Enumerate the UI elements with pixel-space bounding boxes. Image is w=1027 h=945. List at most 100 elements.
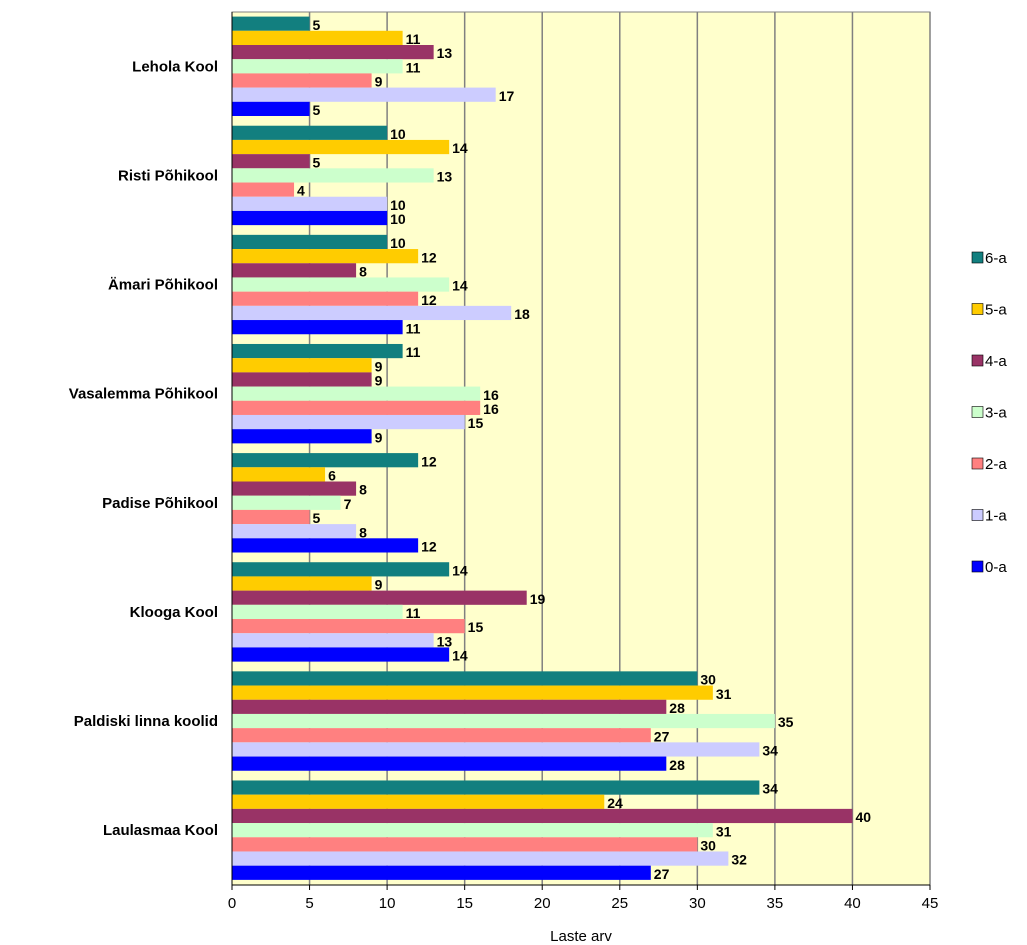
data-label: 15 — [468, 415, 484, 431]
data-label: 4 — [297, 183, 305, 199]
bar-4-a — [232, 372, 372, 387]
data-label: 30 — [700, 672, 716, 688]
data-label: 27 — [654, 866, 670, 882]
legend-label: 6-a — [985, 250, 1007, 267]
bar-5-a — [232, 685, 713, 700]
legend-swatch — [971, 251, 984, 264]
data-label: 31 — [716, 686, 732, 702]
bar-6-a — [232, 234, 388, 250]
bar-3-a — [232, 495, 341, 510]
data-label: 9 — [375, 577, 383, 593]
bar-0-a — [232, 538, 419, 553]
bar-2-a — [232, 728, 651, 743]
data-label: 34 — [762, 781, 778, 797]
bar-1-a — [232, 851, 729, 866]
bar-1-a — [232, 414, 465, 430]
data-label: 35 — [778, 714, 794, 730]
data-label: 15 — [468, 619, 484, 635]
data-label: 17 — [499, 88, 515, 104]
data-label: 40 — [855, 809, 871, 825]
x-tick-label: 30 — [689, 895, 706, 912]
legend-label: 1-a — [985, 508, 1007, 525]
data-label: 18 — [514, 306, 530, 322]
legend-swatch — [971, 406, 984, 418]
bar-1-a — [232, 524, 357, 539]
data-label: 5 — [313, 154, 321, 170]
data-label: 12 — [421, 539, 437, 555]
data-label: 14 — [452, 562, 468, 578]
bar-0-a — [232, 756, 667, 771]
bar-0-a — [232, 101, 310, 116]
data-label: 8 — [359, 263, 367, 279]
category-labels: Lehola Kool Risti Põhikool Ämari Põhikool V… — [69, 58, 218, 839]
x-tick-label: 20 — [534, 895, 551, 912]
x-tick-label: 15 — [456, 895, 473, 912]
bar-5-a — [232, 249, 419, 264]
data-labels: 5111311917510145134101010128141218111199… — [297, 17, 871, 882]
bar-2-a — [232, 182, 295, 197]
category-label: Laulasmaa Kool — [103, 822, 218, 839]
data-label: 9 — [375, 74, 383, 90]
data-label: 11 — [406, 59, 421, 75]
bar-4-a — [232, 154, 310, 169]
bar-3-a — [232, 823, 713, 838]
x-tick-label: 35 — [767, 895, 784, 912]
data-label: 9 — [375, 358, 383, 374]
data-label: 10 — [390, 211, 406, 227]
legend: 6-a 5-a 4-a 3-a 2-a 1-a 0-a — [971, 250, 1007, 576]
bar-4-a — [232, 263, 357, 278]
data-label: 10 — [390, 235, 406, 251]
bar-6-a — [232, 562, 450, 577]
category-label: Ämari Põhikool — [108, 277, 218, 294]
bar-4-a — [232, 590, 527, 605]
bar-6-a — [232, 343, 403, 359]
data-label: 19 — [530, 591, 546, 607]
bar-1-a — [232, 305, 512, 321]
bar-0-a — [232, 865, 651, 880]
x-axis-ticks: 0 5 10 15 20 25 30 35 40 45 — [228, 885, 939, 912]
bar-6-a — [232, 16, 310, 31]
bar-2-a — [232, 400, 481, 415]
category-label: Vasalemma Põhikool — [69, 386, 218, 403]
bar-3-a — [232, 386, 481, 401]
data-label: 16 — [483, 401, 499, 417]
data-label: 28 — [669, 700, 685, 716]
data-label: 5 — [313, 102, 321, 118]
data-label: 28 — [669, 757, 685, 773]
x-tick-label: 40 — [844, 895, 861, 912]
data-label: 16 — [483, 387, 499, 403]
x-tick-label: 45 — [922, 895, 939, 912]
data-label: 5 — [313, 17, 321, 33]
x-tick-label: 10 — [379, 895, 396, 912]
bar-1-a — [232, 633, 434, 648]
data-label: 14 — [452, 278, 468, 294]
bar-1-a — [232, 196, 388, 211]
bar-4-a — [232, 45, 434, 60]
bars — [232, 16, 853, 880]
bar-6-a — [232, 125, 388, 140]
data-label: 27 — [654, 728, 670, 744]
data-label: 30 — [700, 837, 716, 853]
bar-3-a — [232, 168, 434, 183]
data-label: 31 — [716, 823, 732, 839]
data-label: 13 — [437, 45, 453, 61]
legend-label: 5-a — [985, 302, 1007, 319]
legend-swatch — [971, 509, 984, 521]
data-label: 11 — [406, 344, 421, 360]
category-label: Risti Põhikool — [118, 167, 218, 184]
data-label: 32 — [731, 852, 747, 868]
bar-5-a — [232, 794, 605, 809]
data-label: 12 — [421, 453, 437, 469]
data-label: 34 — [762, 743, 778, 759]
data-label: 9 — [375, 373, 383, 389]
x-tick-label: 5 — [305, 895, 313, 912]
legend-label: 4-a — [985, 353, 1007, 370]
data-label: 6 — [328, 468, 336, 484]
data-label: 14 — [452, 140, 468, 156]
bar-2-a — [232, 509, 310, 525]
legend-swatch — [971, 457, 984, 470]
bar-6-a — [232, 453, 419, 468]
data-label: 5 — [313, 510, 321, 526]
x-tick-label: 25 — [611, 895, 628, 912]
data-label: 24 — [607, 795, 623, 811]
